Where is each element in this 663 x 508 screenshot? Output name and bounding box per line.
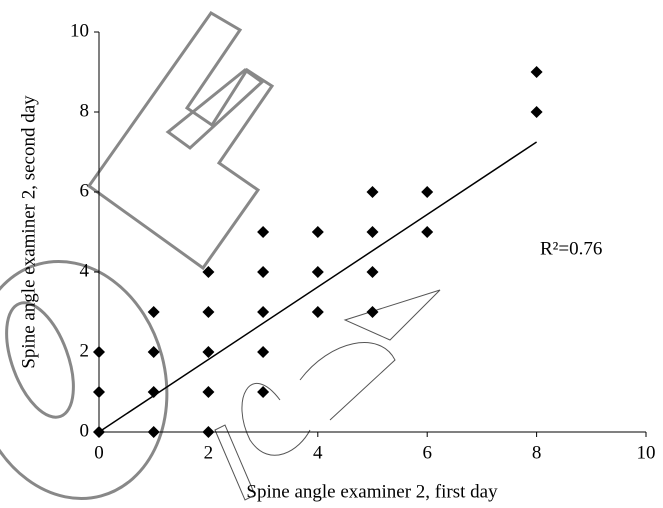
x-tick-label: 6 (422, 442, 432, 463)
y-tick-label: 10 (70, 20, 89, 41)
point (202, 266, 215, 278)
point (257, 306, 270, 318)
trendline (98, 141, 538, 433)
annotation: R²=0.76 (540, 238, 602, 259)
point (530, 106, 543, 118)
point (311, 226, 324, 238)
point (147, 306, 160, 318)
watermark-letters (214, 289, 441, 501)
x-tick-label: 0 (94, 442, 104, 463)
point (366, 266, 379, 278)
point (202, 306, 215, 318)
y-tick-label: 6 (80, 180, 90, 201)
watermark-ring-small (5, 301, 75, 419)
watermark-ring (0, 260, 169, 500)
point (147, 426, 160, 438)
point (311, 306, 324, 318)
point (202, 386, 215, 398)
x-axis-label: Spine angle examiner 2, first day (246, 481, 498, 502)
y-tick-label: 4 (80, 260, 90, 281)
point (147, 386, 160, 398)
point (93, 386, 105, 398)
point (93, 346, 105, 358)
point (530, 66, 543, 78)
point (147, 346, 160, 358)
x-tick-label: 10 (637, 442, 656, 463)
point (366, 306, 379, 318)
x-tick-label: 8 (532, 442, 542, 463)
point (257, 386, 270, 398)
y-axis-label: Spine angle examiner 2, second day (18, 95, 39, 369)
watermark-f-inner (165, 68, 265, 150)
point (421, 186, 434, 198)
point (257, 346, 270, 358)
point (311, 266, 324, 278)
point (257, 266, 270, 278)
point (257, 226, 270, 238)
y-tick-label: 2 (80, 340, 90, 361)
y-tick-label: 8 (80, 100, 90, 121)
point (366, 186, 379, 198)
x-tick-label: 2 (204, 442, 214, 463)
watermark (0, 11, 441, 501)
point (202, 346, 215, 358)
point (421, 226, 434, 238)
y-tick-label: 0 (80, 420, 90, 441)
point (93, 426, 105, 438)
point (202, 426, 215, 438)
x-tick-label: 4 (313, 442, 323, 463)
point (366, 226, 379, 238)
